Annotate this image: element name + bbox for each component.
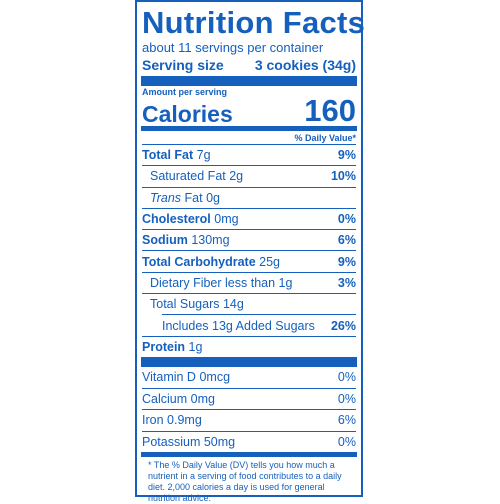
vitamin-name: Potassium <box>142 435 201 450</box>
nutrient-row-added-sugars: Includes 13g Added Sugars 26% <box>142 315 356 335</box>
nutrient-dv: 26% <box>330 318 356 333</box>
medium-divider <box>141 126 357 131</box>
nutrient-name: Total Sugars <box>150 297 220 312</box>
nutrient-row-sodium: Sodium 130mg 6% <box>142 230 356 250</box>
nutrient-name: Protein <box>142 339 186 354</box>
nutrient-row-trans-fat: Trans Fat 0g <box>142 188 356 208</box>
thick-divider <box>141 76 357 86</box>
vitamin-row-potassium: Potassium 50mg 0% <box>142 432 356 453</box>
nutrient-amount: 14g <box>222 297 244 312</box>
serving-size-label: Serving size <box>142 57 224 73</box>
vitamin-row-vitamin-d: Vitamin D 0mcg 0% <box>142 367 356 388</box>
nutrient-dv: 0% <box>337 212 356 227</box>
daily-value-footnote: * The % Daily Value (DV) tells you how m… <box>148 460 342 504</box>
nutrient-row-cholesterol: Cholesterol 0mg 0% <box>142 209 356 229</box>
nutrient-amount: 1g <box>188 339 203 354</box>
calories-value: 160 <box>304 93 356 128</box>
serving-size-row: Serving size 3 cookies (34g) <box>142 56 356 76</box>
nutrient-row-protein: Protein 1g <box>142 337 356 357</box>
calories-row: Calories 160 <box>142 93 356 128</box>
daily-value-header: % Daily Value* <box>294 133 356 143</box>
vitamin-name: Calcium <box>142 391 188 406</box>
vitamin-dv: 0% <box>337 391 356 406</box>
vitamin-dv: 0% <box>337 370 356 385</box>
vitamin-dv: 0% <box>337 435 356 450</box>
nutrient-name: Total Carbohydrate <box>142 254 256 269</box>
nutrient-dv: 6% <box>337 233 356 248</box>
thick-divider <box>141 356 357 367</box>
nutrient-name: Cholesterol <box>142 212 211 227</box>
label-title: Nutrition Facts <box>142 5 366 40</box>
nutrient-name: Saturated Fat <box>150 169 226 184</box>
nutrient-amount: 0g <box>206 190 220 205</box>
nutrient-row-total-sugars: Total Sugars 14g <box>142 294 356 314</box>
nutrient-row-dietary-fiber: Dietary Fiber less than 1g 3% <box>142 273 356 293</box>
nutrient-amount: 130mg <box>191 233 230 248</box>
nutrient-name: Sodium <box>142 233 188 248</box>
vitamin-dv: 6% <box>337 413 356 428</box>
medium-divider <box>141 452 357 458</box>
vitamin-amount: 50mg <box>203 435 236 450</box>
vitamin-row-calcium: Calcium 0mg 0% <box>142 389 356 410</box>
nutrient-dv: 3% <box>337 275 356 290</box>
servings-per-container: about 11 servings per container <box>142 40 324 55</box>
nutrient-amount: 2g <box>229 169 244 184</box>
nutrient-name-italic: Trans <box>150 190 182 205</box>
nutrient-name: Fat <box>184 190 203 205</box>
nutrition-facts-label: Nutrition Facts about 11 servings per co… <box>135 0 366 503</box>
nutrient-row-total-carbohydrate: Total Carbohydrate 25g 9% <box>142 251 356 271</box>
nutrient-name: Includes 13g Added Sugars <box>162 318 315 333</box>
calories-label: Calories <box>142 101 233 127</box>
amount-per-serving: Amount per serving <box>142 87 228 97</box>
nutrient-name: Dietary Fiber <box>150 275 222 290</box>
nutrient-amount: 7g <box>196 148 211 163</box>
serving-size-value: 3 cookies (34g) <box>254 57 356 73</box>
nutrient-row-total-fat: Total Fat 7g 9% <box>142 145 356 165</box>
vitamin-name: Iron <box>142 413 164 428</box>
vitamin-row-iron: Iron 0.9mg 6% <box>142 410 356 431</box>
vitamin-amount: 0mcg <box>199 370 231 385</box>
nutrient-amount: 25g <box>259 254 281 269</box>
nutrient-dv: 10% <box>330 169 356 184</box>
nutrient-name: Total Fat <box>142 148 194 163</box>
nutrient-dv: 9% <box>337 254 356 269</box>
vitamin-name: Vitamin D <box>142 370 196 385</box>
nutrient-row-saturated-fat: Saturated Fat 2g 10% <box>142 166 356 186</box>
nutrient-dv: 9% <box>337 148 356 163</box>
vitamin-amount: 0mg <box>190 391 215 406</box>
vitamin-amount: 0.9mg <box>167 413 202 428</box>
nutrient-amount: 0mg <box>214 212 239 227</box>
nutrient-amount: less than 1g <box>225 275 293 290</box>
